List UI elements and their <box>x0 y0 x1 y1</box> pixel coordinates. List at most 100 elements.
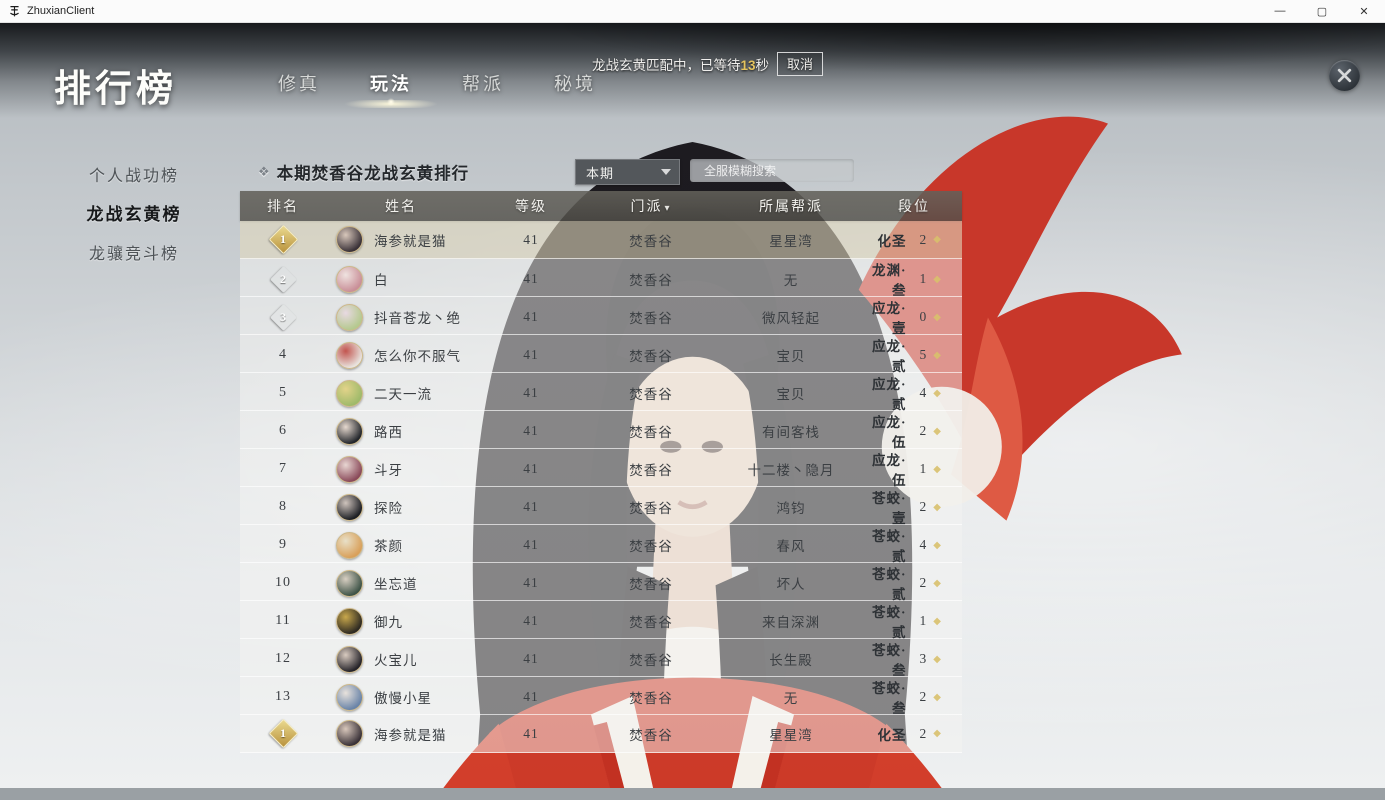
tier-diamond-icon: ◆ <box>933 425 942 437</box>
guild-cell: 微风轻起 <box>762 311 820 326</box>
period-dropdown[interactable]: 本期 <box>575 159 680 185</box>
close-panel-button[interactable] <box>1329 60 1360 91</box>
tier-star-count: 2 <box>919 689 928 704</box>
period-dropdown-value: 本期 <box>586 165 615 181</box>
player-name: 坐忘道 <box>374 577 418 592</box>
guild-cell: 宝贝 <box>776 387 806 402</box>
sect-cell: 焚香谷 <box>629 691 673 706</box>
column-header-label: 等级 <box>515 200 547 215</box>
column-header-label: 门派 <box>630 200 663 215</box>
sect-cell: 焚香谷 <box>629 349 673 364</box>
tier-name: 苍蛟·贰 <box>872 605 907 640</box>
name-cell: 傲慢小星 <box>326 683 476 711</box>
column-header-4[interactable]: 门派 ▾ <box>586 196 716 216</box>
name-cell: 茶颜 <box>326 531 476 559</box>
tier-star-count: 1 <box>919 461 928 476</box>
table-row-rank-4[interactable]: 4 怎么你不服气 41 焚香谷 宝贝 应龙·贰 5 ◆ <box>240 335 962 375</box>
close-window-button[interactable]: ✕ <box>1359 5 1369 18</box>
tier-diamond-icon: ◆ <box>933 539 942 551</box>
avatar <box>336 531 363 559</box>
sidebar-item-1[interactable]: 个人战功榜 <box>88 167 179 185</box>
table-row-rank-1[interactable]: 1 海参就是猫 41 焚香谷 星星湾 化圣 2 ◆ <box>240 221 962 259</box>
sidebar-item-3[interactable]: 龙骧竞斗榜 <box>88 245 179 263</box>
level-cell: 41 <box>523 499 539 514</box>
tier-cell: 应龙·贰 5 ◆ <box>866 335 962 375</box>
minimize-button[interactable]: — <box>1274 5 1286 17</box>
rank-cell: 4 <box>279 347 287 362</box>
column-header-5: 所属帮派 <box>716 196 866 216</box>
sect-cell: 焚香谷 <box>629 653 673 668</box>
rank-cell: 5 <box>279 385 287 400</box>
pinned-player-row[interactable]: 1 海参就是猫 41 焚香谷 星星湾 化圣 2 ◆ <box>240 715 962 753</box>
matchmaking-seconds: 13 <box>740 58 756 73</box>
level-cell: 41 <box>523 423 539 438</box>
sect-cell: 焚香谷 <box>629 233 673 249</box>
player-name: 抖音苍龙丶绝 <box>374 311 461 326</box>
guild-cell: 来自深渊 <box>762 615 820 630</box>
cancel-matchmaking-button[interactable]: 取消 <box>777 52 824 76</box>
sidebar-item-2[interactable]: 龙战玄黄榜 <box>28 193 240 232</box>
table-row-rank-2[interactable]: 2 白 41 焚香谷 无 龙渊·叁 1 ◆ <box>240 259 962 298</box>
rank-cell: 13 <box>275 689 291 704</box>
tier-name: 应龙·壹 <box>872 301 907 336</box>
level-cell: 41 <box>523 575 539 590</box>
tab-3[interactable]: 帮派 <box>460 66 506 100</box>
rank-badge-bronze: 3 <box>270 304 297 331</box>
table-row-rank-12[interactable]: 12 火宝儿 41 焚香谷 长生殿 苍蛟·叁 3 ◆ <box>240 639 962 678</box>
tier-name: 苍蛟·贰 <box>872 567 907 602</box>
name-cell: 二天一流 <box>326 379 476 407</box>
rank-badge-blue: 2 <box>270 266 297 293</box>
column-header-1: 排名 <box>240 196 326 216</box>
tab-4[interactable]: 秘境 <box>552 66 598 100</box>
guild-cell: 春风 <box>776 539 806 554</box>
level-cell: 41 <box>523 347 539 362</box>
table-row-rank-8[interactable]: 8 探险 41 焚香谷 鸿钧 苍蛟·壹 2 ◆ <box>240 487 962 526</box>
tier-cell: 应龙·伍 1 ◆ <box>866 449 962 489</box>
tier-star-count: 2 <box>919 499 928 514</box>
column-header-6: 段位 <box>866 196 962 216</box>
rank-cell: 2 <box>240 270 326 289</box>
search-input[interactable] <box>702 162 861 179</box>
guild-cell: 星星湾 <box>769 233 813 249</box>
tier-name: 化圣 <box>877 233 907 249</box>
table-row-rank-10[interactable]: 10 坐忘道 41 焚香谷 坏人 苍蛟·贰 2 ◆ <box>240 563 962 602</box>
tier-diamond-icon: ◆ <box>933 387 942 399</box>
tab-label: 玩法 <box>370 74 412 94</box>
leaderboard-panel: ❖ 本期焚香谷龙战玄黄排行 本期 排名 姓名 等级 门派▾ 所属帮派 段位 1 海参就是猫 4… <box>240 158 962 753</box>
tab-1[interactable]: 修真 <box>276 66 322 100</box>
tier-name: 苍蛟·叁 <box>872 643 907 678</box>
rank-cell: 9 <box>279 537 287 552</box>
guild-cell: 坏人 <box>776 577 806 592</box>
table-row-rank-6[interactable]: 6 路西 41 焚香谷 有间客栈 应龙·伍 2 ◆ <box>240 411 962 450</box>
tier-star-count: 1 <box>919 271 928 286</box>
tab-2[interactable]: 玩法 <box>332 66 450 108</box>
name-cell: 探险 <box>326 493 476 521</box>
avatar <box>336 341 363 369</box>
name-cell: 路西 <box>326 417 476 445</box>
tier-cell: 化圣 2 ◆ <box>866 724 962 744</box>
column-header-3: 等级 <box>476 196 586 216</box>
board-title: 本期焚香谷龙战玄黄排行 <box>276 163 470 183</box>
rank-cell: 1 <box>240 718 326 749</box>
sect-cell: 焚香谷 <box>629 577 673 592</box>
tier-cell: 苍蛟·贰 1 ◆ <box>866 601 962 641</box>
tier-diamond-icon: ◆ <box>933 234 942 245</box>
sect-cell: 焚香谷 <box>629 727 673 743</box>
tier-diamond-icon: ◆ <box>933 463 942 475</box>
tier-diamond-icon: ◆ <box>933 273 942 285</box>
table-row-rank-11[interactable]: 11 御九 41 焚香谷 来自深渊 苍蛟·贰 1 ◆ <box>240 601 962 641</box>
table-row-rank-5[interactable]: 5 二天一流 41 焚香谷 宝贝 应龙·贰 4 ◆ <box>240 373 962 412</box>
tier-cell: 苍蛟·叁 2 ◆ <box>866 677 962 717</box>
table-row-rank-9[interactable]: 9 茶颜 41 焚香谷 春风 苍蛟·贰 4 ◆ <box>240 525 962 564</box>
table-row-rank-7[interactable]: 7 斗牙 41 焚香谷 十二楼丶隐月 应龙·伍 1 ◆ <box>240 449 962 489</box>
table-row-rank-13[interactable]: 13 傲慢小星 41 焚香谷 无 苍蛟·叁 2 ◆ <box>240 677 962 717</box>
level-cell: 41 <box>523 461 539 476</box>
rank-badge-gold: 1 <box>268 718 298 749</box>
tier-diamond-icon: ◆ <box>933 653 942 665</box>
maximize-button[interactable]: ▢ <box>1316 5 1328 18</box>
avatar <box>336 683 363 711</box>
column-header-label: 所属帮派 <box>759 200 823 215</box>
table-row-rank-3[interactable]: 3 抖音苍龙丶绝 41 焚香谷 微风轻起 应龙·壹 0 ◆ <box>240 297 962 336</box>
sect-cell: 焚香谷 <box>629 463 673 478</box>
page-title: 排行榜 <box>54 69 177 110</box>
